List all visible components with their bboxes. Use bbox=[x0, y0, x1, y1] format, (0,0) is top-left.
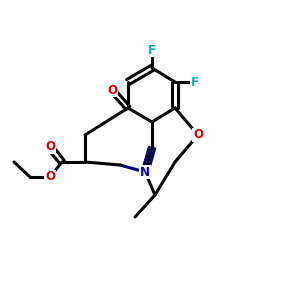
Text: O: O bbox=[107, 83, 117, 97]
Text: O: O bbox=[45, 170, 55, 184]
Text: F: F bbox=[191, 76, 199, 88]
Text: N: N bbox=[140, 166, 150, 178]
Text: O: O bbox=[45, 140, 55, 154]
Text: O: O bbox=[193, 128, 203, 142]
Text: F: F bbox=[148, 44, 156, 56]
